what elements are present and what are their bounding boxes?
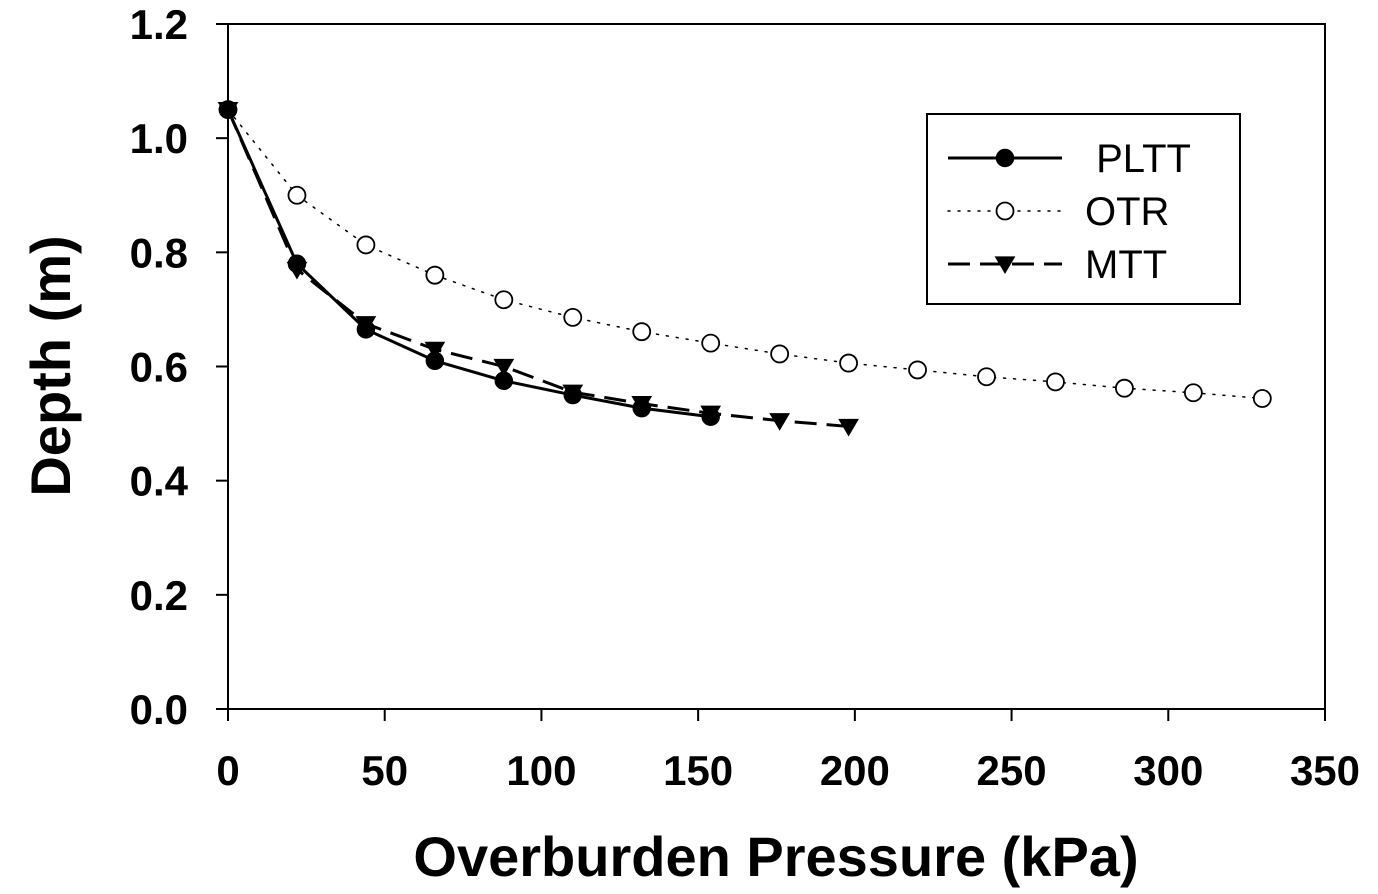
data-point [839,353,858,373]
data-point [769,413,791,431]
x-tick-label: 0 [216,747,239,794]
data-point [424,341,446,360]
data-point [218,100,238,119]
legend-label: OTR [1085,190,1169,234]
y-axis-title: Depth (m) [19,235,82,496]
series-line [226,109,849,428]
series-mtt [217,102,859,437]
x-axis-title: Overburden Pressure (kPa) [413,825,1138,888]
data-point [632,398,651,418]
data-point [632,322,652,342]
data-point [287,254,307,273]
data-point [838,418,859,437]
y-tick-label: 0.8 [130,229,188,276]
data-point [494,290,514,310]
x-tick-label: 200 [820,747,890,794]
legend-label: PLTT [1085,137,1191,181]
legend-entry: OTR [947,190,1169,234]
y-tick-label: 0.6 [130,344,188,391]
series-line [227,108,1264,400]
x-tick-label: 50 [361,747,408,794]
legend-label: MTT [1085,243,1167,287]
legend-entries: PLTT OTR MTT [947,137,1191,287]
data-point [425,265,445,285]
legend-box [926,113,1241,305]
data-point [1046,372,1065,392]
data-point [287,185,307,205]
series-pltt [218,100,720,426]
y-tick-label: 1.0 [130,115,188,162]
data-point [1183,383,1203,403]
data-point [701,333,721,353]
data-point [1252,389,1272,408]
data-point [563,308,583,327]
y-tick-label: 0.4 [130,458,189,505]
legend: PLTT OTR MTT [926,113,1241,305]
data-point [425,351,445,371]
series-layer [217,100,1272,437]
x-tick-label: 100 [506,747,576,794]
legend-marker [995,201,1015,221]
legend-marker [994,256,1016,275]
x-axis: 0 50 100 150 200 250 300 350 [216,709,1360,794]
data-point [563,385,583,405]
data-point [701,407,720,426]
x-tick-label: 350 [1290,747,1360,794]
y-tick-label: 0.0 [130,686,188,733]
data-point [908,360,927,380]
data-point [1115,378,1134,398]
y-axis: 0.0 0.2 0.4 0.6 0.8 1.0 1.2 [130,1,228,733]
data-point [356,235,376,255]
data-point [770,344,790,364]
legend-marker [995,148,1015,168]
y-tick-label: 1.2 [130,1,188,48]
legend-entry: PLTT [948,137,1191,181]
x-tick-label: 250 [977,747,1047,794]
series-line [226,109,711,419]
x-tick-label: 150 [663,747,733,794]
x-tick-label: 300 [1133,747,1203,794]
legend-entry: MTT [948,243,1167,287]
data-point [493,358,515,377]
data-point [494,371,514,391]
data-point [356,320,376,339]
data-point [977,367,996,387]
y-tick-label: 0.2 [130,572,188,619]
